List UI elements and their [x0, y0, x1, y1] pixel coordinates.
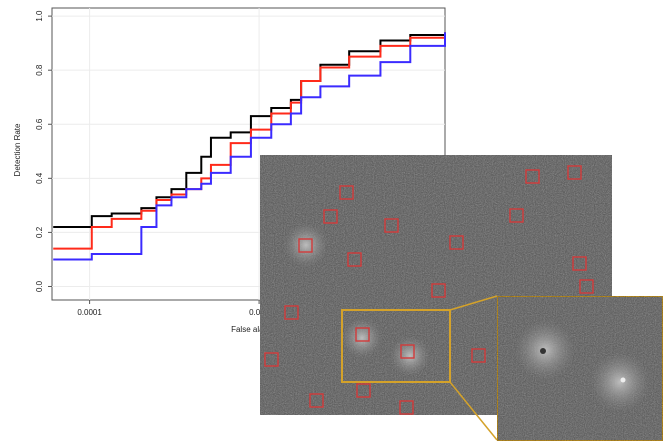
y-tick-label: 0.8	[35, 64, 44, 76]
x-tick-label: 0.0001	[77, 308, 102, 317]
crater-center	[621, 378, 626, 383]
y-tick-label: 0.0	[35, 280, 44, 292]
figure: Detection Rate False alarm rate 0.00.20.…	[0, 0, 664, 442]
y-tick-label: 0.2	[35, 226, 44, 238]
crater	[342, 318, 382, 358]
crater-center	[540, 348, 546, 354]
y-axis-label: Detection Rate	[13, 123, 22, 176]
y-tick-label: 1.0	[35, 10, 44, 22]
image-inset	[260, 155, 663, 441]
y-tick-label: 0.6	[35, 118, 44, 130]
crater	[390, 336, 430, 376]
crater	[284, 223, 328, 267]
y-tick-label: 0.4	[35, 172, 44, 184]
crater	[590, 352, 650, 412]
